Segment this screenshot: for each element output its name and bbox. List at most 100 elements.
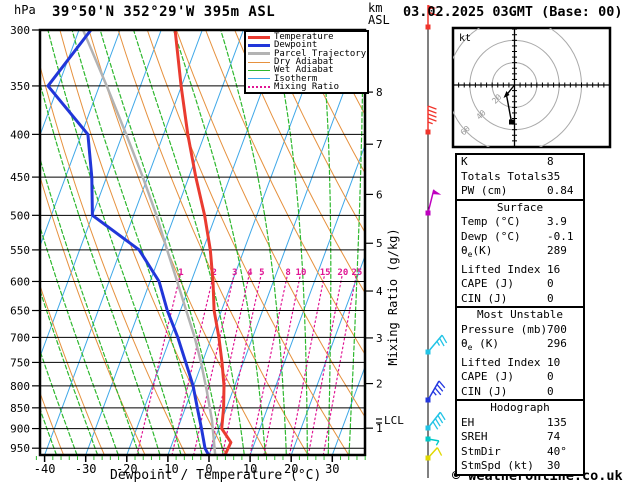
table-row: CIN (J) 0 xyxy=(457,292,583,307)
table-row-value: 30 xyxy=(547,459,561,473)
svg-text:6: 6 xyxy=(376,188,383,201)
table-row-value: 0 xyxy=(547,370,554,384)
wind-barb xyxy=(425,5,437,30)
table-row: EH 135 xyxy=(457,416,583,431)
svg-text:15: 15 xyxy=(320,268,331,278)
table-section-hodograph_stats: Hodograph EH 135 SREH 74 StmDir 40° StmSpd (kt)… xyxy=(455,399,585,476)
table-row: θe (K) 296 xyxy=(457,337,583,356)
svg-text:10: 10 xyxy=(296,268,307,278)
legend-item: Isotherm xyxy=(248,73,367,84)
table-row-value: 40° xyxy=(547,444,567,458)
temperature-axis-label: Dewpoint / Temperature (°C) xyxy=(110,468,322,483)
svg-text:4: 4 xyxy=(247,268,253,278)
km-label: km xyxy=(368,1,383,15)
table-row-value: 16 xyxy=(547,262,561,276)
table-row: StmSpd (kt) 30 xyxy=(457,459,583,474)
wind-barb xyxy=(425,411,446,431)
run-datetime: 03.02.2025 03GMT (Base: 00) xyxy=(403,4,623,20)
svg-text:350: 350 xyxy=(10,80,30,93)
dewpoint-curve xyxy=(46,30,211,455)
legend-swatch-dry-adiabat xyxy=(248,61,270,63)
table-row: CAPE (J) 0 xyxy=(457,277,583,292)
table-row-label: PW (cm) xyxy=(461,184,508,197)
temperature-curve xyxy=(173,30,233,455)
table-section-surface: Surface Temp (°C) 3.9 Dewp (°C) -0.1 θe(K) 289… xyxy=(455,198,585,309)
table-row: θe(K) 289 xyxy=(457,244,583,263)
svg-text:1: 1 xyxy=(178,268,183,278)
wind-barb xyxy=(425,334,448,355)
table-row-label: Temp (°C) xyxy=(461,215,521,228)
svg-text:7: 7 xyxy=(376,138,383,151)
legend-item: Mixing Ratio xyxy=(248,81,367,92)
table-row-value: 35 xyxy=(547,169,561,183)
table-row: Pressure (mb) 700 xyxy=(457,323,583,338)
table-row: CIN (J) 0 xyxy=(457,385,583,400)
svg-text:5: 5 xyxy=(376,237,383,250)
table-row-label: K xyxy=(461,155,468,168)
legend-swatch-wet-adiabat xyxy=(248,69,270,71)
svg-text:1: 1 xyxy=(376,422,383,435)
svg-text:8: 8 xyxy=(285,268,290,278)
svg-text:500: 500 xyxy=(10,209,30,222)
table-section-header: Most Unstable xyxy=(476,308,564,322)
altitude-unit-label: km ASL xyxy=(368,2,390,26)
table-row-value: 135 xyxy=(547,415,567,429)
table-row-label: EH xyxy=(461,415,475,429)
svg-text:-40: -40 xyxy=(34,462,56,476)
table-row-value: 289 xyxy=(547,244,567,257)
table-row-value: 0 xyxy=(547,277,554,291)
table-row-value: 700 xyxy=(547,322,567,336)
pressure-unit-label: hPa xyxy=(14,3,36,17)
svg-text:750: 750 xyxy=(10,356,30,369)
table-row-label: Lifted Index xyxy=(461,355,541,369)
wind-barb xyxy=(425,105,437,135)
table-row-label: Dewp (°C) xyxy=(461,229,521,243)
svg-text:300: 300 xyxy=(10,24,30,37)
table-row-value: 74 xyxy=(547,430,561,444)
legend-label: Mixing Ratio xyxy=(274,81,340,92)
table-row-value: 0 xyxy=(547,291,554,305)
legend-label: Wet Adiabat xyxy=(274,65,334,76)
plot-border xyxy=(38,28,367,457)
legend-swatch-isotherm xyxy=(248,78,270,80)
svg-text:20: 20 xyxy=(337,268,348,278)
station-title: 39°50'N 352°29'W 395m ASL xyxy=(52,4,276,20)
table-row-label: Totals Totals xyxy=(461,169,548,183)
svg-text:600: 600 xyxy=(10,275,30,288)
table-row: Totals Totals 35 xyxy=(457,170,583,185)
table-row-label: Lifted Index xyxy=(461,262,541,276)
legend-label: Isotherm xyxy=(274,73,318,84)
legend-item: Parcel Trajectory xyxy=(248,49,367,58)
wind-barb xyxy=(425,189,442,216)
svg-text:-30: -30 xyxy=(75,462,97,476)
table-row-label: θe (K) xyxy=(461,337,499,353)
legend-swatch-temperature xyxy=(248,35,270,39)
svg-text:10: 10 xyxy=(243,462,257,476)
table-row-label: Pressure (mb) xyxy=(461,322,548,336)
legend-item: Temperature xyxy=(248,33,367,42)
legend-item: Dry Adiabat xyxy=(248,57,367,68)
wind-barb-column xyxy=(425,5,448,478)
lcl-label: LCL xyxy=(384,414,404,427)
svg-text:0: 0 xyxy=(205,462,212,476)
svg-text:900: 900 xyxy=(10,423,30,436)
table-row: CAPE (J) 0 xyxy=(457,370,583,385)
table-section-stats: K 8 Totals Totals 35 PW (cm) 0.84 xyxy=(455,153,585,201)
legend-label: Dry Adiabat xyxy=(274,57,334,68)
mixing-ratio-axis-label: Mixing Ratio (g/kg) xyxy=(386,228,400,366)
table-row-label: SREH xyxy=(461,430,488,444)
lcl-marker xyxy=(376,418,382,424)
table-row-value: 296 xyxy=(547,337,567,351)
svg-text:400: 400 xyxy=(10,128,30,141)
table-row: PW (cm) 0.84 xyxy=(457,184,583,199)
table-row: Lifted Index 16 xyxy=(457,263,583,278)
legend: Temperature Dewpoint Parcel Trajectory Dry … xyxy=(244,30,369,95)
table-row-label: StmDir xyxy=(461,444,501,458)
svg-text:3: 3 xyxy=(232,268,237,278)
wind-barb xyxy=(425,436,440,446)
svg-text:4: 4 xyxy=(376,285,383,298)
temperature-axis: -40 -30 -20 -10 0 10 20 30 xyxy=(34,456,366,476)
